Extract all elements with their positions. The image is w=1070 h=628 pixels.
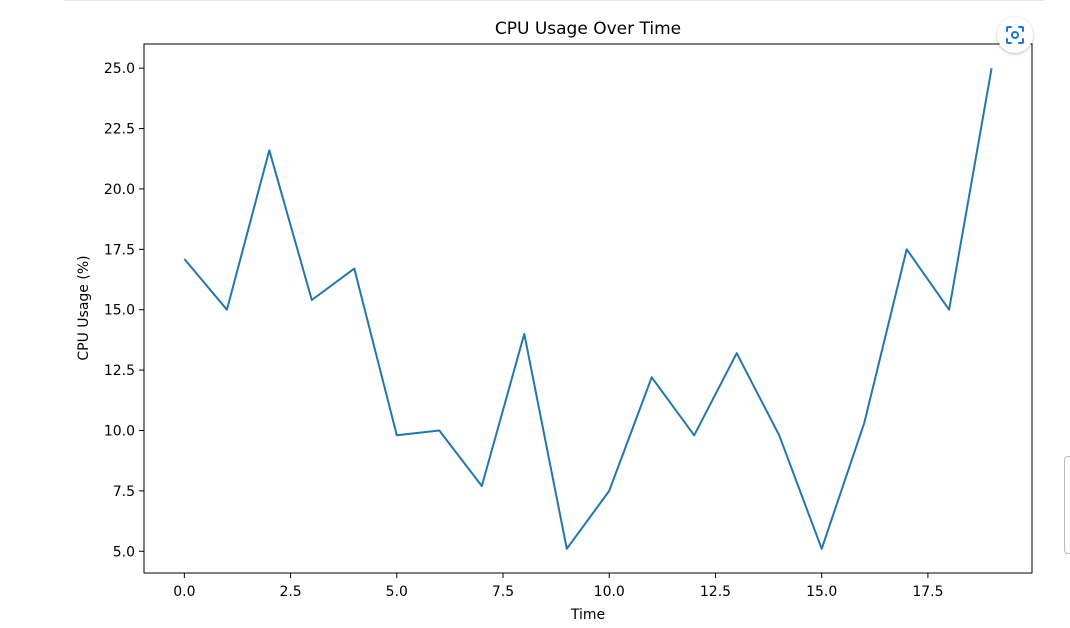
y-tick-label: 7.5 [113,484,135,500]
focus-mode-button[interactable] [997,17,1033,53]
x-tick-label: 0.0 [173,584,195,600]
x-tick-label: 17.5 [912,584,943,600]
chart-title: CPU Usage Over Time [495,19,681,39]
y-tick-label: 5.0 [113,544,135,560]
y-tick-label: 10.0 [104,423,135,439]
y-tick-label: 15.0 [104,303,135,319]
y-tick-label: 25.0 [104,61,135,77]
x-tick-label: 12.5 [700,584,731,600]
y-tick-label: 20.0 [104,182,135,198]
cpu-usage-series-line [183,68,993,550]
x-tick-label: 5.0 [386,584,408,600]
side-panel-handle[interactable] [1064,456,1070,554]
x-tick-label: 2.5 [279,584,301,600]
x-tick-label: 10.0 [594,584,625,600]
x-tick-label: 7.5 [492,584,514,600]
x-tick-label: 15.0 [806,584,837,600]
x-axis-label: Time [570,607,605,623]
y-axis-label: CPU Usage (%) [76,255,92,360]
y-tick-label: 17.5 [104,242,135,258]
y-tick-label: 22.5 [104,122,135,138]
plot-area-frame [143,43,1033,574]
focus-scan-icon [1006,26,1024,44]
top-divider [64,0,1044,1]
y-tick-label: 12.5 [104,363,135,379]
